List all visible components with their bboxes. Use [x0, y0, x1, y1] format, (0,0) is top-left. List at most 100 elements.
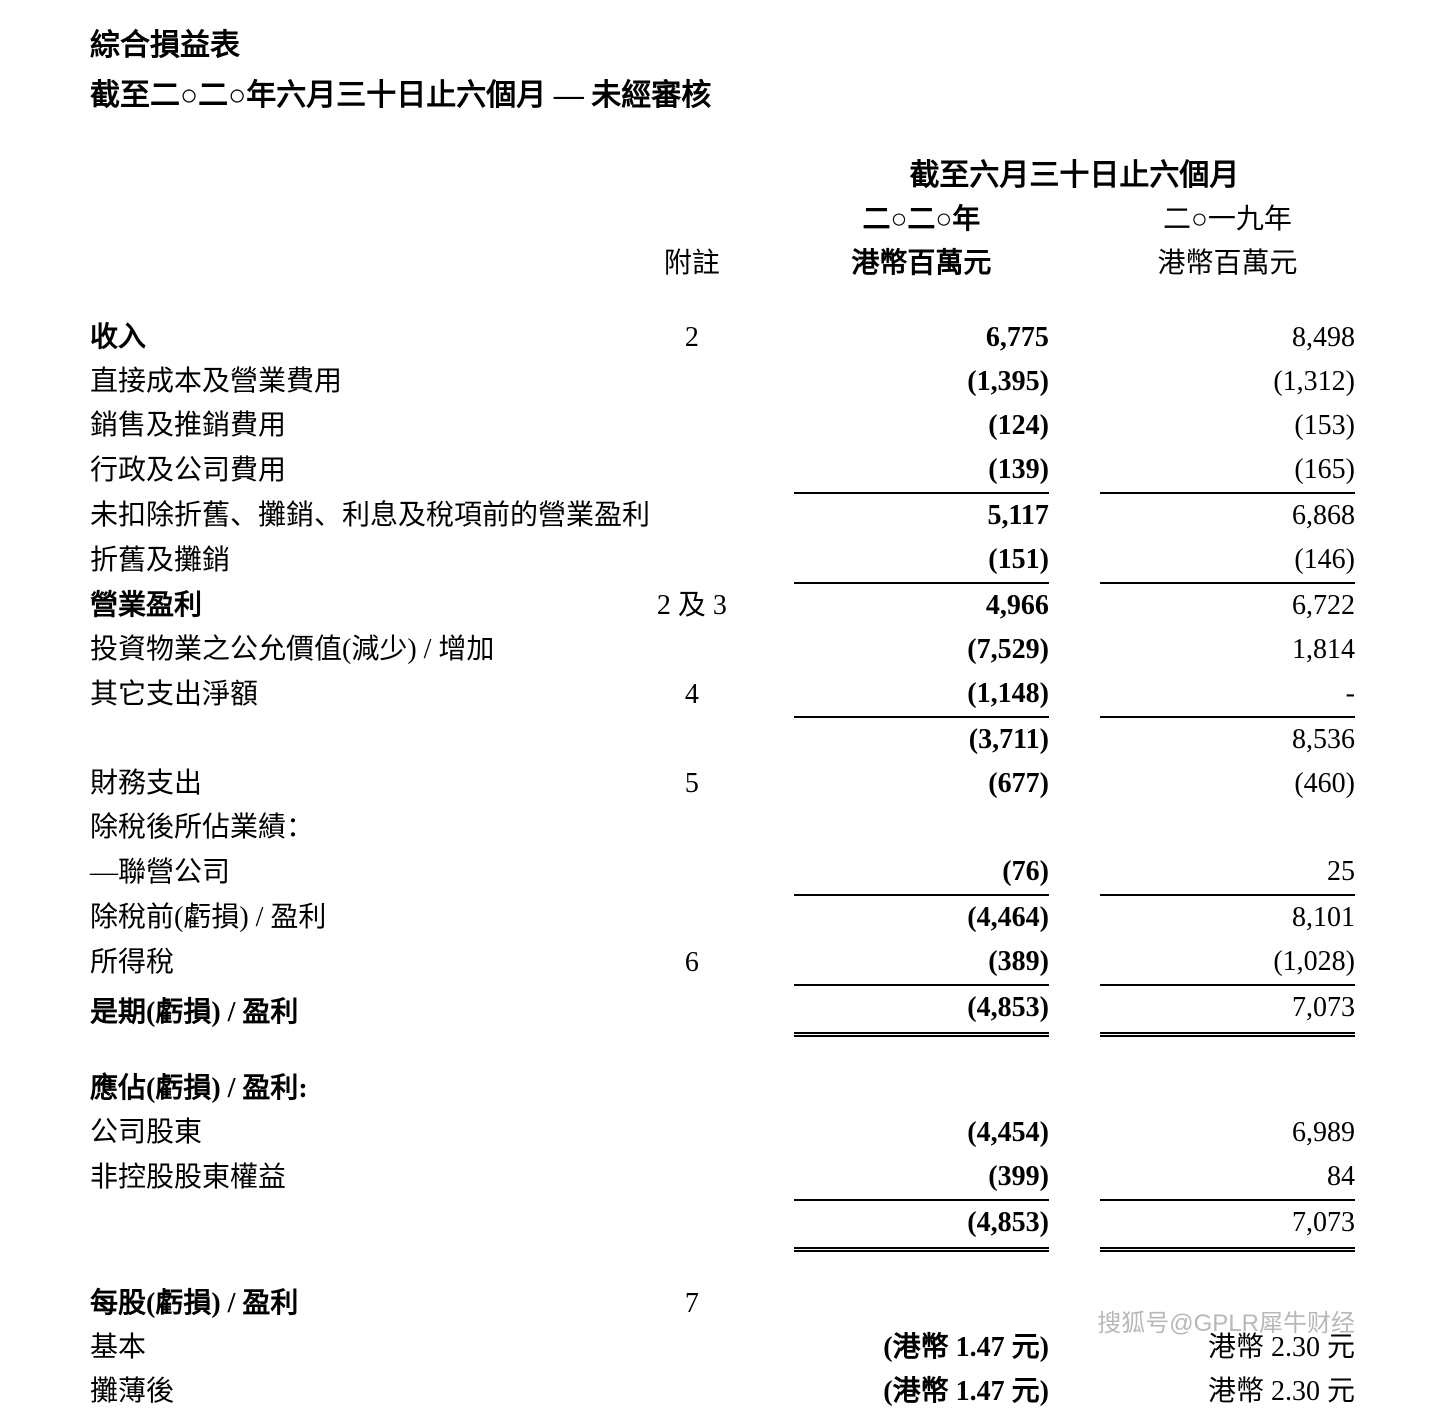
table-row: 所得稅6 (389) (1,028) — [90, 940, 1355, 985]
row-value-prior: 25 — [1100, 850, 1355, 895]
row-value-prior: 7,073 — [1100, 1200, 1355, 1250]
table-row: 營業盈利2 及 3 4,966 6,722 — [90, 583, 1355, 628]
eps-header: 每股(虧損) / 盈利 — [90, 1282, 631, 1326]
row-value-current: (4,464) — [794, 895, 1049, 940]
row-note — [631, 448, 753, 493]
row-note — [631, 1370, 753, 1414]
year2-unit: 港幣百萬元 — [1100, 242, 1355, 286]
row-note — [631, 404, 753, 448]
row-value-current: (677) — [794, 762, 1049, 806]
row-value-prior: 6,989 — [1100, 1111, 1355, 1155]
row-value-current: (4,853) — [794, 1200, 1049, 1250]
row-label: 公司股東 — [90, 1111, 631, 1155]
row-label: 基本 — [90, 1326, 631, 1370]
row-note — [631, 1200, 753, 1250]
row-label: 營業盈利 — [90, 583, 631, 628]
row-note — [631, 1111, 753, 1155]
year1-unit: 港幣百萬元 — [794, 242, 1049, 286]
table-row: 行政及公司費用 (139) (165) — [90, 448, 1355, 493]
row-value-prior: 84 — [1100, 1155, 1355, 1200]
row-label: 除稅前(虧損) / 盈利 — [90, 895, 631, 940]
year2-label: 二○一九年 — [1100, 198, 1355, 242]
row-value-current: 6,775 — [794, 316, 1049, 360]
row-value-prior: 8,101 — [1100, 895, 1355, 940]
row-note — [631, 985, 753, 1035]
row-note — [631, 895, 753, 940]
year1-label: 二○二○年 — [794, 198, 1049, 242]
row-note: 5 — [631, 762, 753, 806]
table-row: 除稅前(虧損) / 盈利 (4,464) 8,101 — [90, 895, 1355, 940]
row-value-current: (港幣 1.47 元) — [794, 1326, 1049, 1370]
attributable-header: 應佔(虧損) / 盈利: — [90, 1067, 631, 1111]
row-value-prior: 港幣 2.30 元 — [1100, 1370, 1355, 1414]
row-value-current: (389) — [794, 940, 1049, 985]
period-span: 截至六月三十日止六個月 — [794, 154, 1355, 198]
row-label: 直接成本及營業費用 — [90, 360, 631, 404]
row-note — [631, 1326, 753, 1370]
table-row: 是期(虧損) / 盈利 (4,853) 7,073 — [90, 985, 1355, 1035]
row-label: 非控股股東權益 — [90, 1155, 631, 1200]
row-value-prior: 1,814 — [1100, 628, 1355, 672]
table-row: 未扣除折舊、攤銷、利息及稅項前的營業盈利 5,117 6,868 — [90, 493, 1355, 538]
row-note — [631, 717, 753, 762]
row-label: 財務支出 — [90, 762, 631, 806]
row-value-current: (124) — [794, 404, 1049, 448]
row-value-prior: 7,073 — [1100, 985, 1355, 1035]
row-value-current: (3,711) — [794, 717, 1049, 762]
row-value-current: (港幣 1.47 元) — [794, 1370, 1049, 1414]
row-label: 除稅後所佔業績： — [90, 806, 631, 850]
table-row: 攤薄後(港幣 1.47 元)港幣 2.30 元 — [90, 1370, 1355, 1414]
row-value-current: (1,395) — [794, 360, 1049, 404]
row-note — [631, 538, 753, 583]
table-row: (4,853) 7,073 — [90, 1200, 1355, 1250]
row-value-current: 5,117 — [794, 493, 1049, 538]
row-note: 6 — [631, 940, 753, 985]
title-line-1: 綜合損益表 — [90, 20, 1355, 64]
row-value-prior: 6,868 — [1100, 493, 1355, 538]
row-label: 所得稅 — [90, 940, 631, 985]
row-value-prior: 8,536 — [1100, 717, 1355, 762]
table-row: 投資物業之公允價值(減少) / 增加(7,529)1,814 — [90, 628, 1355, 672]
row-note — [631, 806, 753, 850]
row-value-current: (4,853) — [794, 985, 1049, 1035]
row-value-current: (151) — [794, 538, 1049, 583]
source-watermark: 搜狐号@GPLR犀牛财经 — [1097, 1303, 1355, 1338]
row-value-current: (1,148) — [794, 672, 1049, 717]
table-row: 直接成本及營業費用 (1,395) (1,312) — [90, 360, 1355, 404]
row-label: 銷售及推銷費用 — [90, 404, 631, 448]
row-value-current: (399) — [794, 1155, 1049, 1200]
table-row: 折舊及攤銷(151)(146) — [90, 538, 1355, 583]
row-value-prior: (165) — [1100, 448, 1355, 493]
table-row: 非控股股東權益 (399) 84 — [90, 1155, 1355, 1200]
row-note: 2 及 3 — [631, 583, 753, 628]
row-label: 未扣除折舊、攤銷、利息及稅項前的營業盈利 — [90, 493, 631, 538]
row-value-prior: (1,312) — [1100, 360, 1355, 404]
row-label: 是期(虧損) / 盈利 — [90, 985, 631, 1035]
row-label: 收入 — [90, 316, 631, 360]
table-row: 財務支出5 (677) (460) — [90, 762, 1355, 806]
row-value-current: 4,966 — [794, 583, 1049, 628]
row-value-current: (7,529) — [794, 628, 1049, 672]
row-value-prior: - — [1100, 672, 1355, 717]
row-value-prior: (460) — [1100, 762, 1355, 806]
table-row: 除稅後所佔業績： — [90, 806, 1355, 850]
row-label: 行政及公司費用 — [90, 448, 631, 493]
row-value-prior: 6,722 — [1100, 583, 1355, 628]
table-row: 公司股東 (4,454) 6,989 — [90, 1111, 1355, 1155]
row-label: 折舊及攤銷 — [90, 538, 631, 583]
title-line-2: 截至二○二○年六月三十日止六個月 — 未經審核 — [90, 70, 1355, 114]
note-header: 附註 — [631, 242, 753, 286]
row-note: 4 — [631, 672, 753, 717]
row-note — [631, 1155, 753, 1200]
income-statement-table: 截至六月三十日止六個月 二○二○年 二○一九年 附註 港幣百萬元 港幣百萬元 收… — [90, 154, 1355, 1414]
table-row: 銷售及推銷費用(124)(153) — [90, 404, 1355, 448]
row-value-current: (76) — [794, 850, 1049, 895]
row-value-prior: 8,498 — [1100, 316, 1355, 360]
year-label-row: 二○二○年 二○一九年 — [90, 198, 1355, 242]
row-value-prior: (1,028) — [1100, 940, 1355, 985]
row-value-prior — [1100, 806, 1355, 850]
row-value-current: (139) — [794, 448, 1049, 493]
row-value-current: (4,454) — [794, 1111, 1049, 1155]
table-row: —聯營公司(76)25 — [90, 850, 1355, 895]
row-value-current — [794, 806, 1049, 850]
